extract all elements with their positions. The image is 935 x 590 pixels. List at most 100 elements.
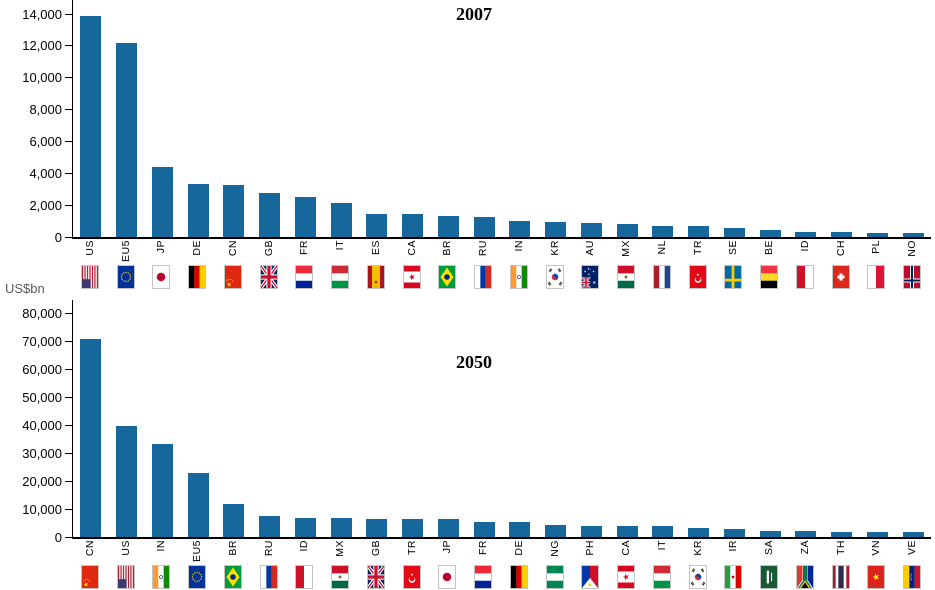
x-label-EU5: EU5 [119, 240, 132, 262]
flag-cell-NO [894, 265, 930, 289]
bar-column-RU [252, 300, 288, 537]
flag-cell-CN [215, 265, 251, 289]
flag-jp-icon [438, 565, 457, 589]
flag-cell-BR [215, 565, 251, 589]
flag-br-icon [438, 265, 457, 289]
flag-fr-icon [474, 565, 493, 589]
flag-ir-icon [724, 565, 743, 589]
flag-cell-ZA [787, 565, 823, 589]
flag-cell-PL [859, 265, 895, 289]
y-tick-label-0-4,000: 4,000 [29, 165, 62, 181]
x-label-cell-MX: MX [322, 540, 358, 565]
bar-column-MX [323, 300, 359, 537]
bar-IR [723, 529, 745, 537]
bar-CA [402, 214, 424, 237]
chart-title-2050: 2050 [456, 352, 492, 372]
bar-EU5 [187, 472, 209, 537]
x-label-MX: MX [334, 540, 347, 557]
bar-US [116, 426, 138, 537]
x-label-cell-EU5: EU5 [179, 540, 215, 565]
flag-tr-icon [688, 265, 707, 289]
flag-cell-MX [322, 565, 358, 589]
x-label-cell-CA: CA [394, 240, 430, 265]
x-label-cell-NG: NG [537, 540, 573, 565]
x-label-JP: JP [441, 540, 454, 554]
x-label-cell-CA: CA [608, 540, 644, 565]
flag-ve-icon [903, 565, 922, 589]
x-label-cell-RU: RU [251, 540, 287, 565]
flag-cell-FR [465, 565, 501, 589]
x-label-DE: DE [191, 240, 204, 256]
flag-cell-CA [608, 565, 644, 589]
bar-column-GB [252, 0, 288, 237]
x-label-cell-TH: TH [823, 540, 859, 565]
flag-cell-EU5 [108, 265, 144, 289]
flag-gb-icon [259, 265, 278, 289]
x-label-BE: BE [763, 240, 776, 256]
bar-column-US [109, 300, 145, 537]
bar-column-EU5 [109, 0, 145, 237]
y-tick-mark [65, 109, 72, 111]
bar-column-SA [752, 300, 788, 537]
flag-cell-DE [179, 265, 215, 289]
flag-cell-IT [644, 565, 680, 589]
x-label-cell-KR: KR [537, 240, 573, 265]
flag-cell-CH [823, 265, 859, 289]
x-label-cell-TR: TR [394, 540, 430, 565]
flag-cell-CA [394, 265, 430, 289]
x-label-ID: ID [298, 540, 311, 552]
flag-de-icon [188, 265, 207, 289]
x-label-cell-VE: VE [894, 540, 930, 565]
flag-it-icon [331, 265, 350, 289]
x-label-IN: IN [512, 240, 525, 252]
x-label-cell-FR: FR [465, 540, 501, 565]
bar-MX [330, 518, 352, 537]
flag-cell-IN [501, 265, 537, 289]
flag-ch-icon [831, 265, 850, 289]
flag-cell-US [72, 265, 108, 289]
bar-PH [580, 525, 602, 537]
flag-cell-US [108, 565, 144, 589]
flag-id-icon [795, 265, 814, 289]
bar-CN [223, 185, 245, 237]
bar-NL [652, 225, 674, 237]
bar-column-DE [502, 300, 538, 537]
y-tick-mark [65, 140, 72, 142]
flag-cell-MX [608, 265, 644, 289]
bar-column-VE [895, 300, 931, 537]
flag-gb-icon [366, 565, 385, 589]
flag-es-icon [366, 265, 385, 289]
x-label-cell-JP: JP [430, 540, 466, 565]
x-label-GB: GB [369, 540, 382, 557]
y-tick-mark [65, 172, 72, 174]
x-label-TR: TR [691, 240, 704, 255]
flag-cell-EU5 [179, 565, 215, 589]
x-label-cell-US: US [72, 240, 108, 265]
bar-column-CH [824, 0, 860, 237]
x-label-ID: ID [798, 240, 811, 252]
bar-IT [330, 203, 352, 237]
x-label-cell-ID: ID [787, 240, 823, 265]
x-label-cell-FR: FR [287, 240, 323, 265]
flag-cell-ES [358, 265, 394, 289]
bar-column-BR [431, 0, 467, 237]
bar-column-ZA [788, 300, 824, 537]
bar-column-NO [895, 0, 931, 237]
flag-cell-NG [537, 565, 573, 589]
y-tick-mark [65, 236, 72, 238]
x-label-cell-GB: GB [251, 240, 287, 265]
flag-ca-icon [617, 565, 636, 589]
x-label-cell-AU: AU [573, 240, 609, 265]
x-label-FR: FR [477, 540, 490, 555]
bar-column-PL [860, 0, 896, 237]
x-label-CA: CA [620, 540, 633, 556]
flag-mx-icon [331, 565, 350, 589]
flag-sa-icon [760, 565, 779, 589]
bar-column-JP [145, 0, 181, 237]
flag-ph-icon [581, 565, 600, 589]
flag-th-icon [831, 565, 850, 589]
bar-column-BR [216, 300, 252, 537]
x-label-DE: DE [512, 540, 525, 556]
flag-ca-icon [402, 265, 421, 289]
bar-ZA [795, 531, 817, 537]
